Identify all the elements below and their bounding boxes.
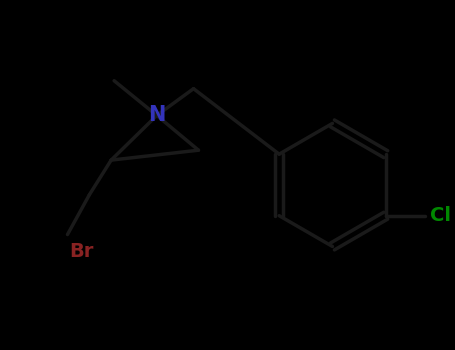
Text: N: N xyxy=(148,105,166,125)
Text: Br: Br xyxy=(70,243,94,261)
Text: Cl: Cl xyxy=(430,206,451,225)
